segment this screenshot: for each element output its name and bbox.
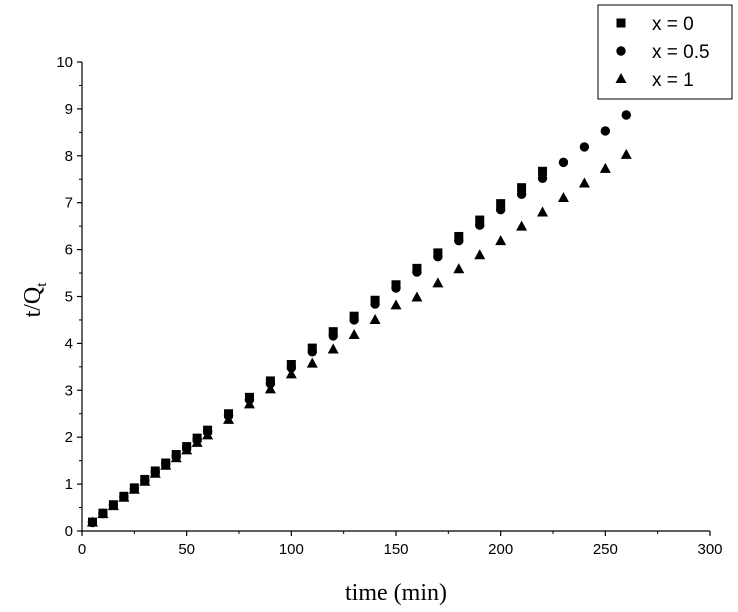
y-tick-label: 2: [65, 429, 73, 446]
y-tick-label: 1: [65, 476, 73, 493]
data-point-square: [192, 433, 202, 443]
data-point-square: [349, 311, 359, 321]
y-axis-ticks: 0 1 2 3 4 5 6 7 8 9 10: [56, 54, 82, 540]
data-point-square: [224, 409, 234, 419]
x-tick-label: 0: [78, 541, 86, 558]
y-axis-title: t/Qt: [20, 282, 50, 318]
x-tick-label: 100: [279, 541, 304, 558]
x-tick-label: 50: [178, 541, 195, 558]
legend-label: x = 0: [652, 14, 694, 35]
data-point-square: [433, 248, 443, 258]
data-point-square: [244, 392, 254, 402]
y-axis-title-main: t/Q: [20, 287, 46, 318]
data-point-triangle: [599, 162, 611, 173]
legend-marker-triangle: [615, 73, 627, 83]
data-point-square: [496, 199, 506, 209]
data-point-square: [203, 425, 213, 435]
plot-points: [86, 110, 632, 528]
data-point-triangle: [453, 263, 465, 274]
y-tick-label: 4: [65, 335, 73, 352]
data-point-triangle: [285, 368, 297, 379]
y-tick-label: 10: [56, 54, 73, 71]
y-tick-label: 0: [65, 523, 73, 540]
data-point-square: [286, 360, 296, 370]
data-point-square: [370, 295, 380, 305]
data-point-square: [87, 517, 97, 527]
data-point-square: [98, 508, 108, 518]
data-point-square: [129, 483, 139, 493]
data-point-triangle: [390, 299, 402, 310]
data-point-triangle: [327, 343, 339, 354]
data-point-square: [182, 442, 192, 452]
data-point-square: [412, 263, 422, 273]
data-point-triangle: [516, 220, 528, 231]
data-point-circle: [537, 173, 548, 184]
data-point-square: [307, 343, 317, 353]
data-point-square: [391, 280, 401, 290]
legend-label: x = 0.5: [652, 42, 710, 63]
data-point-square: [475, 215, 485, 225]
x-tick-label: 150: [383, 541, 408, 558]
legend-label: x = 1: [652, 70, 694, 91]
data-point-triangle: [369, 313, 381, 324]
data-point-square: [171, 450, 181, 460]
data-point-square: [454, 231, 464, 241]
x-tick-label: 300: [697, 541, 722, 558]
data-point-square: [108, 500, 118, 510]
legend-marker-circle: [616, 46, 626, 56]
data-point-triangle: [432, 277, 444, 288]
y-tick-label: 6: [65, 242, 73, 259]
data-point-square: [328, 327, 338, 337]
data-point-triangle: [578, 177, 590, 188]
y-tick-label: 8: [65, 148, 73, 165]
data-point-circle: [600, 126, 611, 136]
data-point-circle: [558, 157, 569, 168]
y-tick-label: 9: [65, 101, 73, 118]
y-tick-label: 7: [65, 195, 73, 212]
data-point-square: [265, 376, 275, 386]
data-point-triangle: [537, 206, 549, 217]
x-tick-label: 250: [593, 541, 618, 558]
data-point-square: [517, 183, 527, 193]
data-point-triangle: [306, 357, 318, 368]
data-point-square: [140, 474, 150, 484]
legend-marker-square: [616, 18, 626, 28]
data-point-triangle: [557, 192, 569, 203]
data-point-square: [161, 458, 171, 468]
legend: x = 0 x = 0.5 x = 1: [597, 4, 733, 100]
y-axis-title-subscript: t: [34, 282, 50, 287]
data-point-triangle: [348, 328, 360, 339]
data-point-square: [119, 491, 129, 501]
data-point-circle: [621, 110, 631, 120]
x-axis-title: time (min): [345, 580, 447, 606]
data-point-square: [538, 166, 548, 176]
series-triangle: [86, 148, 632, 527]
x-tick-label: 200: [488, 541, 513, 558]
series-square: [87, 166, 548, 527]
y-tick-label: 3: [65, 382, 73, 399]
data-point-square: [150, 466, 160, 476]
data-point-triangle: [495, 235, 507, 246]
data-point-triangle: [620, 148, 632, 159]
data-point-triangle: [411, 291, 423, 302]
x-axis-ticks: 0 50 100 150 200 250 300: [78, 531, 723, 558]
data-point-circle: [579, 142, 590, 152]
data-point-triangle: [474, 249, 486, 260]
y-tick-label: 5: [65, 289, 73, 306]
